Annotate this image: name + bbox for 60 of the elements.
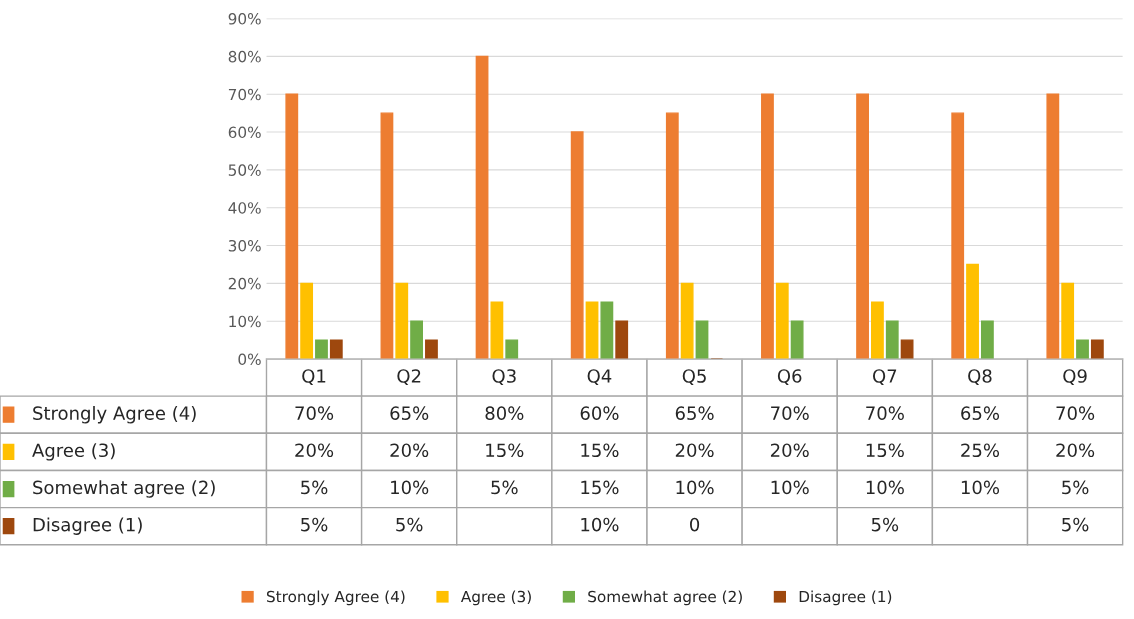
data-label: 5% [491,480,518,495]
data-label: 20% [770,443,809,458]
text: Strongly Agree (4) [266,590,405,606]
data-label: 25% [961,443,1000,458]
legend-label: Agree (3) [32,443,115,461]
text: Somewhat agree (2) [588,590,742,606]
data-label: 70% [295,406,334,420]
data-label: 15% [486,443,524,458]
legend-label: Somewhat agree (2) [33,480,215,498]
data-label: 70% [866,406,904,420]
x-tick-label: Q4 [587,369,612,385]
data-label: 5% [871,517,899,532]
text: Agree (3) [460,590,531,606]
data-label: 65% [390,406,429,420]
data-label: 20% [295,443,334,458]
x-tick-label: Q1 [302,369,326,385]
data-label: 10% [961,480,1000,495]
data-label: 5% [1062,480,1089,495]
data-label: 80% [485,406,524,420]
data-label: 10% [771,480,809,495]
data-label: 20% [1056,443,1095,458]
y-tick-label: 0% [238,353,261,366]
x-tick-label: Q6 [777,369,802,385]
x-tick-label: Q9 [1063,369,1087,385]
data-label: 5% [1062,517,1089,532]
y-tick-label: 80% [228,50,261,63]
data-label: 0 [690,517,700,532]
y-tick-label: 30% [228,240,261,252]
data-label: 15% [581,480,619,495]
data-label: 5% [301,517,328,532]
y-tick-label: 50% [228,164,261,176]
data-label: 10% [676,480,714,495]
data-label: 60% [580,406,619,420]
data-label: 10% [391,480,429,495]
x-tick-label: Q5 [682,369,706,385]
data-label: 15% [866,443,904,458]
x-tick-label: Q3 [492,369,516,385]
data-label: 10% [581,517,619,532]
data-label: 70% [771,406,809,420]
data-label: 5% [396,517,423,532]
data-label: 65% [675,406,714,420]
legend-label: Disagree (1) [799,590,892,606]
data-label: 10% [866,480,904,495]
data-label: 20% [390,443,429,458]
y-tick-label: 90% [228,13,261,25]
data-label: 65% [961,406,1000,420]
legend-label: Strongly Agree (4) [33,405,196,424]
x-tick-label: Q7 [873,369,897,385]
y-tick-label: 70% [228,88,261,101]
y-tick-label: 10% [229,315,261,328]
data-label: 70% [1056,406,1095,420]
y-tick-label: 40% [228,202,261,214]
data-label: 20% [675,443,714,458]
x-tick-label: Q8 [968,369,992,385]
data-label: 5% [301,480,328,495]
x-tick-label: Q2 [397,369,421,385]
y-tick-label: 20% [228,277,261,290]
y-tick-label: 60% [228,126,261,139]
text: Disagree (1) [33,517,142,535]
data-label: 15% [581,443,619,458]
